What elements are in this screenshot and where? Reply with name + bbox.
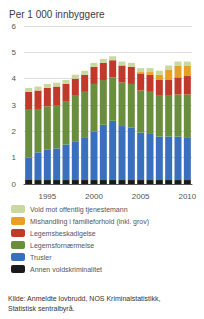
svg-text:Annen voldskriminalitet: Annen voldskriminalitet <box>30 266 102 273</box>
svg-text:Per 1 000 innbyggere: Per 1 000 innbyggere <box>9 9 105 20</box>
svg-text:0: 0 <box>12 180 17 189</box>
svg-text:5: 5 <box>12 48 17 57</box>
svg-text:2010: 2010 <box>178 192 196 201</box>
svg-text:1: 1 <box>12 153 17 162</box>
svg-text:Vold mot offentlig tjenesteman: Vold mot offentlig tjenestemann <box>30 206 128 214</box>
svg-text:Kilde: Anmeldte lovbrudd, NOS: Kilde: Anmeldte lovbrudd, NOS Kriminalst… <box>8 295 161 302</box>
svg-text:3: 3 <box>12 101 17 110</box>
svg-text:1995: 1995 <box>38 192 56 201</box>
svg-text:Trusler: Trusler <box>30 254 52 261</box>
svg-text:Mishandling i familieforhold (: Mishandling i familieforhold (inkl. grov… <box>30 218 149 226</box>
svg-text:Legemsfornærmelse: Legemsfornærmelse <box>30 242 94 250</box>
svg-text:2005: 2005 <box>132 192 150 201</box>
svg-text:Legemsbeskadigelse: Legemsbeskadigelse <box>30 230 96 238</box>
svg-text:6: 6 <box>12 22 17 31</box>
svg-text:2000: 2000 <box>85 192 103 201</box>
svg-text:4: 4 <box>12 74 17 83</box>
svg-text:2: 2 <box>12 127 17 136</box>
svg-text:Statistisk sentralbyrå.: Statistisk sentralbyrå. <box>8 305 75 313</box>
